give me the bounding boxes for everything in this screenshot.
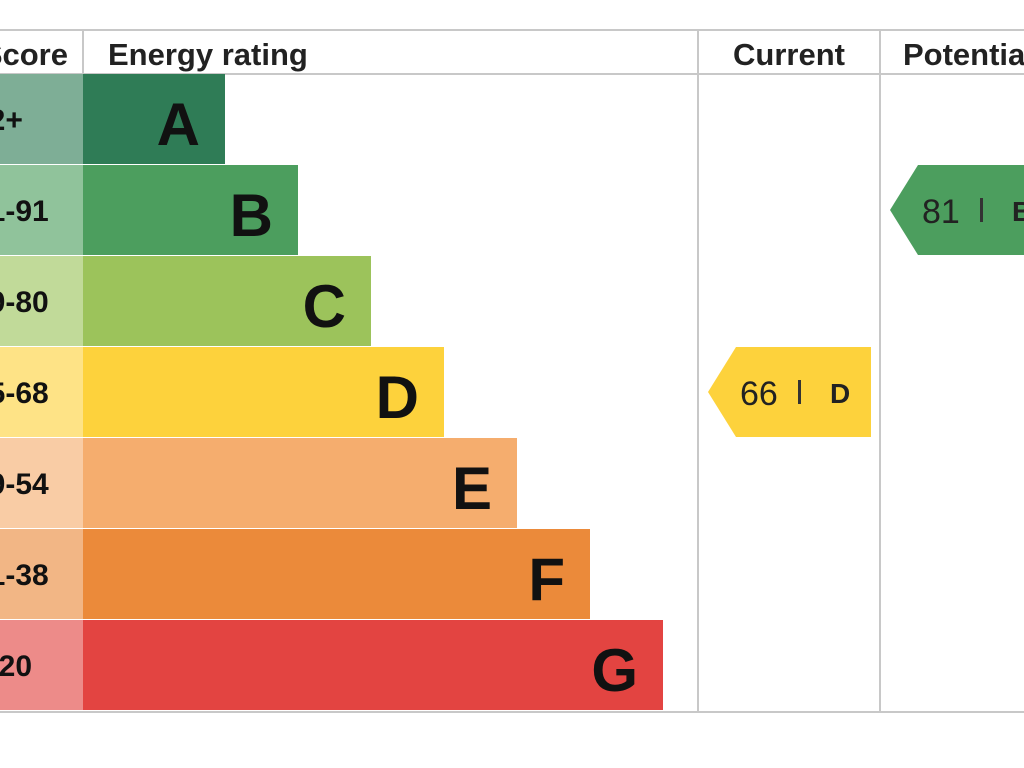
- score-label: 1-20: [0, 650, 32, 683]
- rating-bar: [83, 529, 590, 619]
- score-label: 81-91: [0, 195, 49, 228]
- arrow-separator: [798, 380, 801, 404]
- header-score: Score: [0, 37, 68, 72]
- score-cell: [0, 165, 83, 255]
- rating-letter: C: [303, 273, 346, 340]
- score-cell-tint: [0, 74, 83, 164]
- rating-letter: F: [528, 546, 565, 613]
- header-current: Current: [733, 37, 845, 72]
- score-cell-tint: [0, 347, 83, 437]
- arrow-value: 66: [740, 375, 778, 413]
- score-cell: [0, 438, 83, 528]
- arrow-letter: B: [1012, 196, 1024, 227]
- rating-bar: [83, 256, 371, 346]
- score-cell-tint: [0, 256, 83, 346]
- rating-bar: [83, 620, 663, 710]
- arrow-shape: [708, 347, 871, 437]
- rating-letter: B: [230, 182, 273, 249]
- score-label: 55-68: [0, 377, 49, 410]
- arrow-separator: [980, 198, 983, 222]
- rating-bar: [83, 74, 225, 164]
- score-label: 21-38: [0, 559, 49, 592]
- score-cell-tint: [0, 438, 83, 528]
- rating-letter: A: [157, 91, 200, 158]
- potential-arrow: 81 B: [890, 165, 1024, 255]
- score-label: 39-54: [0, 468, 49, 501]
- score-cell-tint: [0, 529, 83, 619]
- score-label: 92+: [0, 104, 23, 137]
- header-potential: Potential: [903, 37, 1024, 72]
- score-label: 69-80: [0, 286, 49, 319]
- rating-letter: D: [376, 364, 419, 431]
- score-cell-tint: [0, 165, 83, 255]
- header-rating: Energy rating: [108, 37, 308, 72]
- score-cell: [0, 620, 83, 710]
- score-cell: [0, 347, 83, 437]
- arrow-letter: D: [830, 378, 850, 409]
- score-cell-tint: [0, 620, 83, 710]
- rating-bar: [83, 438, 517, 528]
- score-cell: [0, 256, 83, 346]
- rating-bar: [83, 347, 444, 437]
- score-cell: [0, 529, 83, 619]
- rating-letter: G: [591, 637, 638, 704]
- score-cell: [0, 74, 83, 164]
- rating-letter: E: [452, 455, 492, 522]
- arrow-shape: [890, 165, 1024, 255]
- rating-bar: [83, 165, 298, 255]
- current-arrow: 66 D: [708, 347, 871, 437]
- arrow-value: 81: [922, 193, 960, 231]
